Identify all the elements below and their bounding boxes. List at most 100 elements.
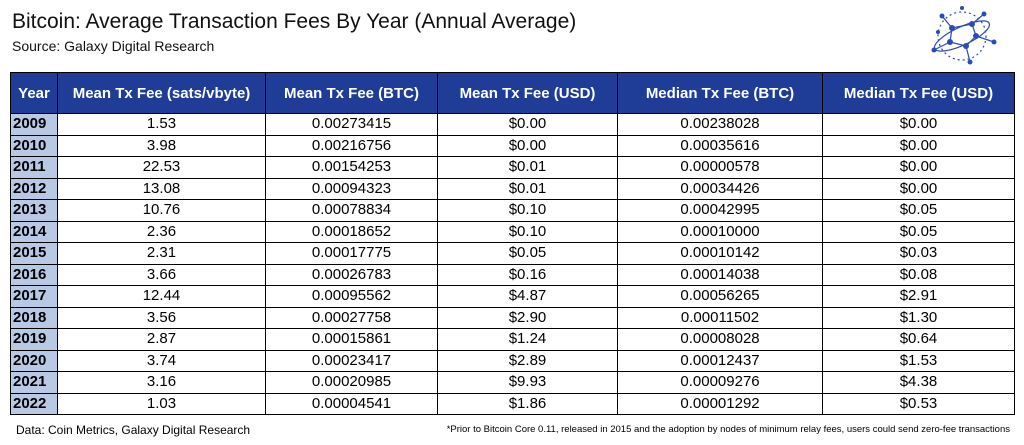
table-cell: $9.93: [437, 371, 618, 394]
table-cell: 0.00056265: [617, 285, 823, 308]
table-cell: $0.53: [822, 392, 1015, 415]
table-cell: 0.00011502: [617, 306, 823, 329]
table-cell: $1.53: [822, 349, 1015, 372]
table-cell: 0.00154253: [265, 156, 438, 179]
subtitle: Source: Galaxy Digital Research: [12, 38, 215, 54]
table-cell: 0.00010000: [617, 220, 823, 243]
table-cell: 2.36: [57, 220, 266, 243]
table-cell: 0.00017775: [265, 242, 438, 265]
table-cell: 22.53: [57, 156, 266, 179]
table-row: 2017 12.44 0.00095562 $4.87 0.00056265 $2.91: [10, 285, 1015, 308]
table-cell: 0.00014038: [617, 263, 823, 286]
table-cell: $4.87: [437, 285, 618, 308]
table-cell: 13.08: [57, 177, 266, 200]
table-cell: 0.00018652: [265, 220, 438, 243]
table-cell: 0.00078834: [265, 199, 438, 222]
table-row: 2015 2.31 0.00017775 $0.05 0.00010142 $0.03: [10, 242, 1015, 265]
table-cell: 10.76: [57, 199, 266, 222]
table-row: 2021 3.16 0.00020985 $9.93 0.00009276 $4.38: [10, 371, 1015, 394]
column-header: Year: [10, 72, 58, 114]
table-row: 2018 3.56 0.00027758 $2.90 0.00011502 $1.30: [10, 306, 1015, 329]
table-cell: 0.00273415: [265, 113, 438, 136]
table-cell: 3.66: [57, 263, 266, 286]
table-cell: 3.56: [57, 306, 266, 329]
table-cell: 3.74: [57, 349, 266, 372]
table-cell: $1.24: [437, 328, 618, 351]
year-cell: 2009: [10, 113, 58, 136]
footnote: *Prior to Bitcoin Core 0.11, released in…: [446, 424, 1010, 435]
column-header: Mean Tx Fee (BTC): [265, 72, 438, 114]
year-cell: 2010: [10, 134, 58, 157]
table-cell: 0.00009276: [617, 371, 823, 394]
table-cell: 0.00001292: [617, 392, 823, 415]
table-row: 2014 2.36 0.00018652 $0.10 0.00010000 $0.05: [10, 220, 1015, 243]
table-cell: $4.38: [822, 371, 1015, 394]
table-cell: 0.00000578: [617, 156, 823, 179]
table-cell: $0.05: [822, 199, 1015, 222]
column-header: Median Tx Fee (USD): [822, 72, 1015, 114]
table-cell: 0.00023417: [265, 349, 438, 372]
table-cell: $0.16: [437, 263, 618, 286]
table-cell: 3.98: [57, 134, 266, 157]
table-cell: 0.00238028: [617, 113, 823, 136]
table-cell: $0.01: [437, 177, 618, 200]
table-row: 2016 3.66 0.00026783 $0.16 0.00014038 $0.08: [10, 263, 1015, 286]
table-cell: $2.91: [822, 285, 1015, 308]
table-cell: 0.00095562: [265, 285, 438, 308]
column-header: Median Tx Fee (BTC): [617, 72, 823, 114]
year-cell: 2016: [10, 263, 58, 286]
column-header: Mean Tx Fee (USD): [437, 72, 618, 114]
table-cell: $0.00: [822, 113, 1015, 136]
table-row: 2012 13.08 0.00094323 $0.01 0.00034426 $0.00: [10, 177, 1015, 200]
table-cell: 12.44: [57, 285, 266, 308]
fees-table: Year Mean Tx Fee (sats/vbyte) Mean Tx Fee …: [10, 72, 1015, 415]
table-cell: 0.00026783: [265, 263, 438, 286]
year-cell: 2015: [10, 242, 58, 265]
year-cell: 2011: [10, 156, 58, 179]
table-cell: 0.00012437: [617, 349, 823, 372]
year-cell: 2020: [10, 349, 58, 372]
table-cell: 0.00008028: [617, 328, 823, 351]
year-cell: 2013: [10, 199, 58, 222]
logo: [931, 6, 997, 65]
column-header: Mean Tx Fee (sats/vbyte): [57, 72, 266, 114]
table-row: 2020 3.74 0.00023417 $2.89 0.00012437 $1.53: [10, 349, 1015, 372]
table-cell: $0.00: [437, 134, 618, 157]
table-cell: 0.00020985: [265, 371, 438, 394]
table-cell: $1.86: [437, 392, 618, 415]
year-cell: 2022: [10, 392, 58, 415]
table-row: 2011 22.53 0.00154253 $0.01 0.00000578 $0.00: [10, 156, 1015, 179]
data-source: Data: Coin Metrics, Galaxy Digital Resea…: [16, 423, 251, 437]
table-cell: 0.00010142: [617, 242, 823, 265]
table-cell: $0.64: [822, 328, 1015, 351]
year-cell: 2018: [10, 306, 58, 329]
table-cell: $0.05: [437, 242, 618, 265]
table-cell: 0.00027758: [265, 306, 438, 329]
header-row: Year Mean Tx Fee (sats/vbyte) Mean Tx Fee …: [10, 72, 1015, 114]
table-row: 2009 1.53 0.00273415 $0.00 0.00238028 $0.00: [10, 113, 1015, 136]
table-cell: $0.00: [822, 177, 1015, 200]
table-body: 2009 1.53 0.00273415 $0.00 0.00238028 $0.00 20…: [10, 113, 1015, 415]
table-cell: $0.00: [437, 113, 618, 136]
table-cell: 0.00042995: [617, 199, 823, 222]
table-cell: 2.87: [57, 328, 266, 351]
table-cell: $0.05: [822, 220, 1015, 243]
table-cell: 1.03: [57, 392, 266, 415]
table-row: 2013 10.76 0.00078834 $0.10 0.00042995 $0.05: [10, 199, 1015, 222]
table-row: 2022 1.03 0.00004541 $1.86 0.00001292 $0.53: [10, 392, 1015, 415]
table-cell: $0.00: [822, 134, 1015, 157]
table-cell: 0.00034426: [617, 177, 823, 200]
table-cell: 0.00004541: [265, 392, 438, 415]
table-cell: $2.89: [437, 349, 618, 372]
table-cell: $2.90: [437, 306, 618, 329]
table-cell: $0.01: [437, 156, 618, 179]
table-cell: 0.00035616: [617, 134, 823, 157]
table-cell: $0.10: [437, 199, 618, 222]
year-cell: 2017: [10, 285, 58, 308]
table-cell: $0.10: [437, 220, 618, 243]
table-cell: $1.30: [822, 306, 1015, 329]
table-cell: $0.00: [822, 156, 1015, 179]
table-cell: 0.00094323: [265, 177, 438, 200]
year-cell: 2021: [10, 371, 58, 394]
